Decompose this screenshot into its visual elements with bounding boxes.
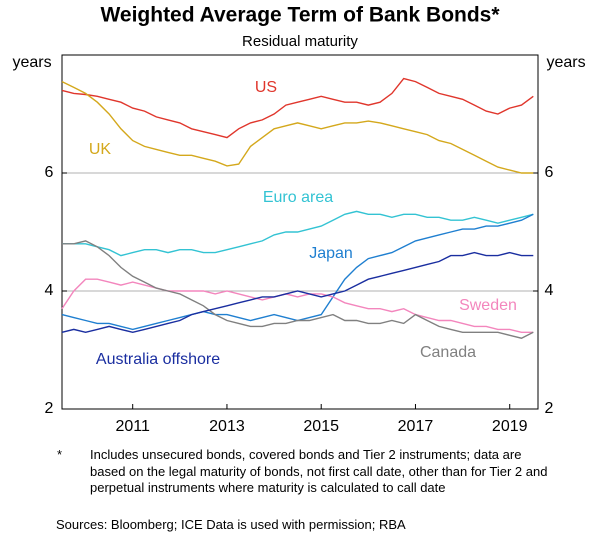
footnote-marker: *	[57, 447, 63, 462]
x-tick-label: 2015	[303, 418, 339, 435]
y2-tick-label: 4	[545, 282, 554, 299]
footnote: Includes unsecured bonds, covered bonds …	[90, 447, 548, 495]
y-tick-label: 4	[45, 282, 54, 299]
series-line	[62, 240, 534, 339]
chart-title: Weighted Average Term of Bank Bonds*	[100, 4, 500, 27]
x-tick-label: 2019	[492, 418, 528, 435]
x-tick-label: 2011	[115, 418, 150, 435]
y2-tick-label: 2	[545, 400, 554, 417]
y-tick-label: 6	[45, 164, 54, 181]
series-line	[61, 77, 534, 139]
chart: Weighted Average Term of Bank Bonds* Res…	[12, 4, 585, 436]
plot-frame	[61, 54, 539, 410]
series-label: Japan	[309, 245, 353, 262]
series-label: Australia offshore	[96, 351, 220, 368]
y2-tick-label: 6	[545, 164, 554, 181]
y-axis-label: years	[12, 54, 51, 71]
y-tick-label: 2	[45, 400, 54, 417]
series-line	[61, 278, 534, 333]
y2-axis-label: years	[546, 54, 585, 71]
x-tick-label: 2013	[209, 418, 245, 435]
series-label: Sweden	[459, 297, 517, 314]
series-label: Euro area	[263, 189, 333, 206]
series-label: UK	[89, 141, 112, 158]
series-label: Canada	[420, 344, 476, 361]
series-line	[61, 80, 534, 174]
chart-subtitle: Residual maturity	[242, 33, 358, 50]
x-tick-label: 2017	[398, 418, 434, 435]
sources: Sources: Bloomberg; ICE Data is used wit…	[56, 517, 406, 532]
series-line	[62, 210, 534, 257]
series-line	[61, 251, 534, 334]
series-label: US	[255, 79, 277, 96]
